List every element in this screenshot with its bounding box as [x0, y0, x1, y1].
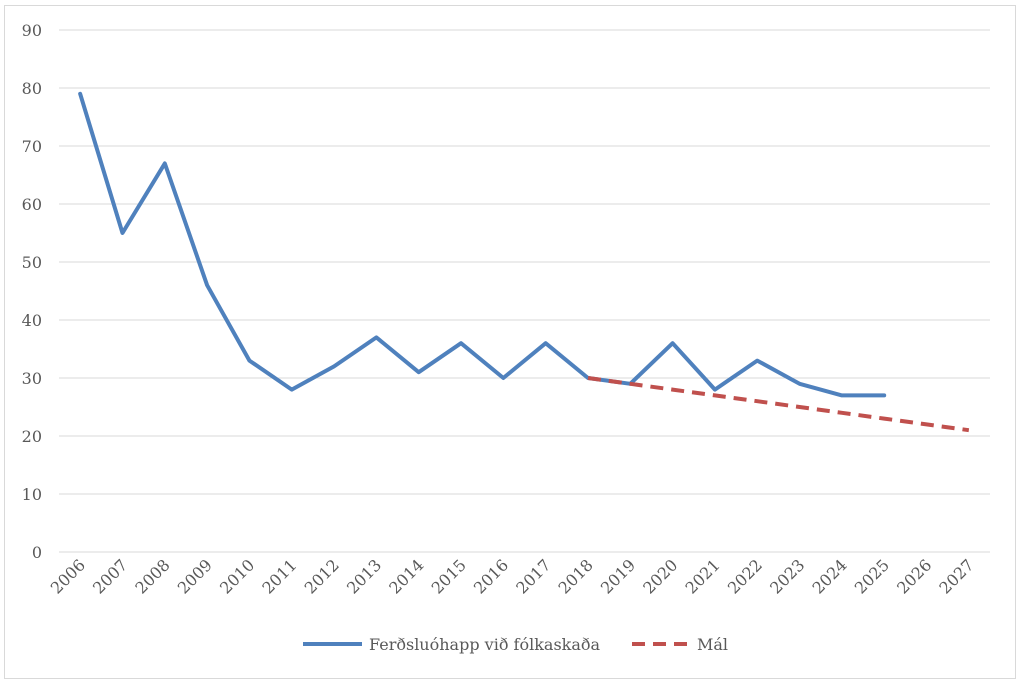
x-tick-label: 2022: [724, 555, 766, 597]
x-tick-label: 2024: [808, 555, 850, 597]
x-tick-label: 2015: [428, 555, 470, 597]
y-tick-label: 70: [22, 137, 42, 156]
y-axis-tick-labels: 0 10 20 30 40 50 60 70 80 90: [22, 21, 42, 562]
legend-label-1: Mál: [697, 635, 728, 654]
y-tick-label: 50: [22, 253, 42, 272]
y-tick-label: 0: [32, 543, 42, 562]
series-line-0: [78, 91, 887, 398]
x-tick-label: 2007: [89, 555, 131, 597]
x-tick-label: 2017: [512, 555, 554, 597]
x-tick-label: 2008: [131, 555, 173, 597]
x-tick-label: 2025: [851, 555, 893, 597]
gridlines: [59, 29, 990, 553]
y-tick-label: 10: [22, 485, 42, 504]
legend: Ferðsluóhapp við fólkaskaða Mál: [303, 635, 728, 654]
y-tick-label: 30: [22, 369, 42, 388]
x-tick-label: 2019: [597, 555, 639, 597]
legend-label-0: Ferðsluóhapp við fólkaskaða: [369, 635, 601, 654]
x-tick-label: 2021: [682, 555, 724, 597]
x-axis-tick-labels: 2006 2007 2008 2009 2010 2011 2012 2013 2014 2015…: [47, 555, 978, 597]
x-tick-label: 2018: [555, 555, 597, 597]
x-tick-label: 2014: [385, 555, 427, 597]
x-tick-label: 2027: [935, 555, 977, 597]
x-tick-label: 2012: [301, 555, 343, 597]
x-tick-label: 2026: [893, 555, 935, 597]
series-line-1: [587, 376, 970, 433]
x-tick-label: 2009: [174, 555, 216, 597]
x-tick-label: 2016: [470, 555, 512, 597]
y-tick-label: 80: [22, 79, 42, 98]
x-tick-label: 2020: [639, 555, 681, 597]
series-lines: [78, 91, 970, 433]
y-tick-label: 90: [22, 21, 42, 40]
y-tick-label: 60: [22, 195, 42, 214]
x-tick-label: 2011: [258, 555, 300, 597]
chart-frame: [4, 5, 1016, 679]
x-tick-label: 2010: [216, 555, 258, 597]
x-tick-label: 2023: [766, 555, 808, 597]
y-tick-label: 40: [22, 311, 42, 330]
x-tick-label: 2006: [47, 555, 89, 597]
y-tick-label: 20: [22, 427, 42, 446]
x-tick-label: 2013: [343, 555, 385, 597]
